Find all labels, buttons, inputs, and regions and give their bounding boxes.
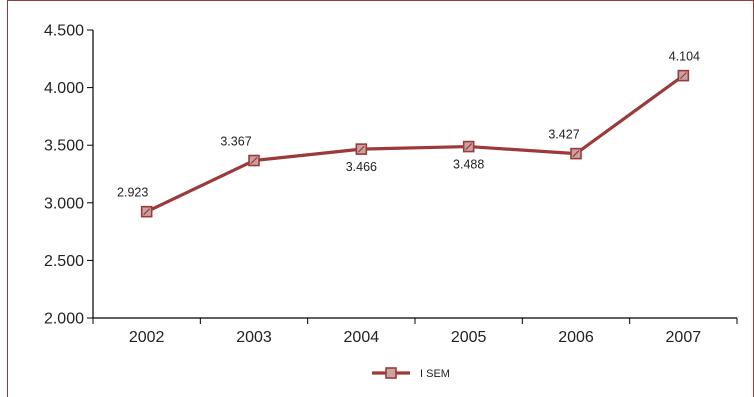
data-label: 3.367 xyxy=(220,135,251,149)
x-axis-ticks: 2002 2003 2004 2005 2006 2007 xyxy=(92,318,738,346)
data-point-marker xyxy=(462,140,475,153)
data-point-marker xyxy=(355,143,368,155)
x-tick-label: 2007 xyxy=(666,329,702,346)
x-tick-label: 2004 xyxy=(344,329,380,346)
series-line xyxy=(145,74,685,214)
data-point-marker xyxy=(140,205,153,218)
marker-slash xyxy=(357,145,365,153)
data-label: 3.466 xyxy=(346,160,377,174)
data-point-marker xyxy=(677,69,690,82)
x-tick-label: 2003 xyxy=(236,329,272,346)
data-label: 2.923 xyxy=(117,186,148,200)
y-tick-label: 4.000 xyxy=(44,80,84,97)
x-tick-label: 2006 xyxy=(558,329,594,346)
data-label: 3.488 xyxy=(453,158,484,172)
legend: I SEM xyxy=(372,367,450,380)
y-tick-label: 3.000 xyxy=(44,195,84,212)
y-tick-label: 3.500 xyxy=(44,138,84,155)
y-tick-label: 2.000 xyxy=(44,311,84,328)
data-point-marker xyxy=(248,154,260,167)
y-axis-ticks: 2.000 2.500 3.000 3.500 4.000 4.500 xyxy=(44,23,93,328)
legend-marker-swatch xyxy=(385,367,397,379)
data-label: 4.104 xyxy=(669,50,700,64)
marker-slash xyxy=(143,208,151,216)
series-line-i-sem xyxy=(145,74,685,214)
marker-slash xyxy=(465,143,473,151)
data-labels: 2.923 3.367 3.466 3.488 3.427 4.104 xyxy=(117,50,700,200)
series-markers xyxy=(140,69,690,218)
marker-slash xyxy=(250,157,258,164)
axes xyxy=(92,30,737,319)
legend-label-i-sem: I SEM xyxy=(420,368,450,380)
x-tick-label: 2002 xyxy=(129,329,165,346)
y-tick-label: 2.500 xyxy=(44,253,84,270)
data-label: 3.427 xyxy=(548,128,579,142)
x-tick-label: 2005 xyxy=(451,329,487,346)
data-point-marker xyxy=(570,147,582,160)
marker-slash xyxy=(572,150,580,158)
y-tick-label: 4.500 xyxy=(44,23,84,40)
marker-slash xyxy=(679,72,687,80)
